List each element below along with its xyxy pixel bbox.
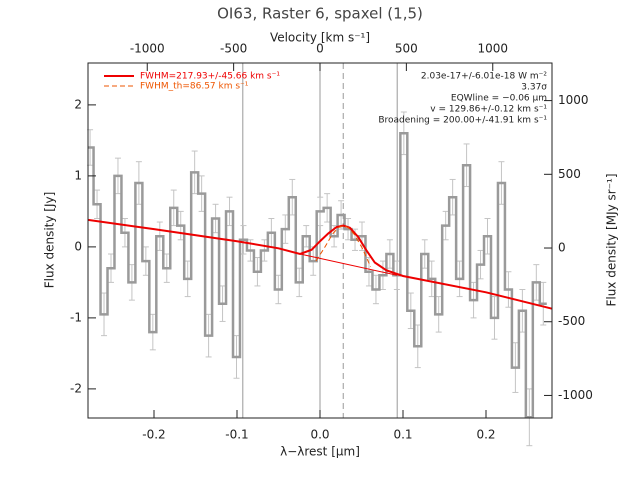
x2-tick-label: 0: [316, 42, 324, 56]
x2-tick-label: -500: [220, 42, 247, 56]
annotation: 3.37σ: [521, 83, 547, 93]
continuum-line: [299, 253, 398, 276]
x-tick-label: -0.1: [225, 428, 248, 442]
x2-tick-label: -1000: [130, 42, 165, 56]
chart-title: OI63, Raster 6, spaxel (1,5): [217, 5, 423, 23]
y-tick-label: 2: [74, 97, 82, 111]
y-tick-label: -1: [70, 310, 82, 324]
legend-label: FWHM_th=86.57 km s⁻¹: [140, 82, 249, 92]
legend-label: FWHM=217.93+/-45.66 km s⁻¹: [140, 72, 280, 82]
annotation: 2.03e-17+/-6.01e-18 W m⁻²: [421, 72, 548, 82]
x-tick-label: -0.2: [142, 428, 165, 442]
y2-tick-label: 1000: [558, 93, 589, 107]
y-tick-label: 0: [74, 239, 82, 253]
y-axis-label: Flux density [Jy]: [43, 192, 57, 289]
x-axis-label: λ−λrest [μm]: [280, 445, 360, 459]
y2-tick-label: -1000: [558, 388, 593, 402]
component-line: [315, 225, 372, 267]
x-tick-label: 0.2: [476, 428, 495, 442]
y2-tick-label: 0: [558, 241, 566, 255]
y-tick-label: 1: [74, 168, 82, 182]
spectrum: [88, 132, 547, 419]
annotation: EQWline = −0.06 μm: [451, 94, 547, 104]
annotation: v = 129.86+/-0.12 km s⁻¹: [430, 105, 547, 115]
x2-tick-label: 500: [395, 42, 418, 56]
x-tick-label: 0.1: [393, 428, 412, 442]
x2-tick-label: 1000: [477, 42, 508, 56]
y2-tick-label: -500: [558, 314, 585, 328]
fit-line: [87, 218, 553, 310]
annotation: Broadening = 200.00+/-41.91 km s⁻¹: [378, 116, 547, 126]
y2-axis-label: Flux density [MJy sr⁻¹]: [605, 173, 619, 306]
x-tick-label: 0.0: [310, 428, 329, 442]
y2-tick-label: 500: [558, 167, 581, 181]
x2-axis-label: Velocity [km s⁻¹]: [270, 31, 370, 45]
y-tick-label: -2: [70, 381, 82, 395]
